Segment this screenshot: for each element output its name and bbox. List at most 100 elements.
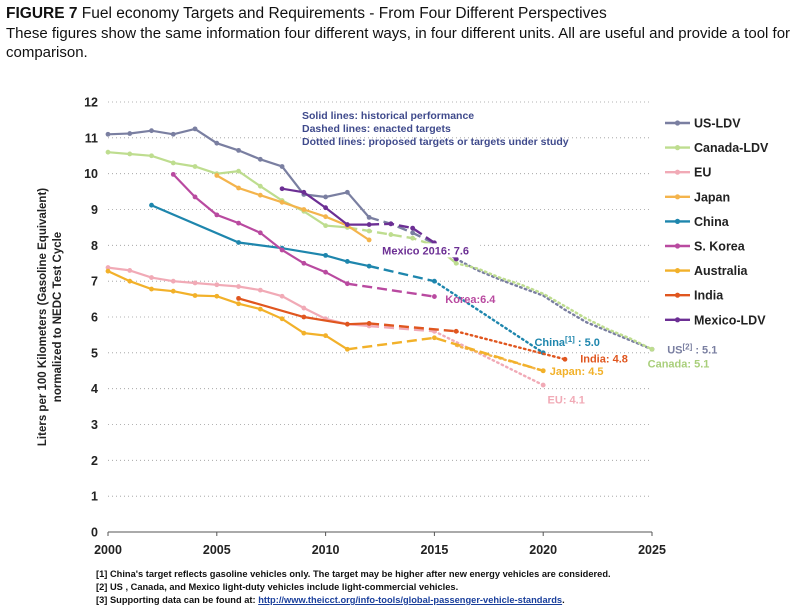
data-point [214,212,220,218]
x-tick-label: 2010 [312,543,340,557]
data-point [410,235,416,241]
data-point [279,199,285,205]
data-point [301,314,307,320]
data-point [192,164,198,169]
series-target-line [347,336,544,372]
data-point [149,275,154,280]
data-point [279,186,285,192]
y-tick-label: 1 [91,490,98,504]
x-tick-label: 2015 [420,543,448,557]
y-tick-label: 10 [84,167,98,181]
data-point [170,278,176,284]
y-tick-label: 11 [85,131,98,145]
y-axis-label: Liters per 100 Kilometers (Gasoline Equi… [37,188,49,446]
annotation-label: India: 4.8 [580,354,628,366]
series-proposed-line [455,262,654,351]
y-tick-label: 2 [91,454,98,468]
annotation-label: Mexico 2016: 7.6 [382,245,469,257]
data-point [257,192,263,198]
data-point [257,156,263,162]
legend-marker [674,145,681,151]
data-point [127,278,133,284]
data-point [388,221,394,227]
data-point [323,269,328,275]
legend-label: Australia [694,264,749,278]
data-point [366,222,372,227]
data-point [105,131,111,137]
data-point [149,153,154,159]
data-point [323,333,328,339]
data-point [540,368,546,374]
data-point [127,151,133,157]
legend-label: Mexico-LDV [694,313,766,327]
legend-marker [674,120,681,126]
data-point [149,202,154,208]
figure-title: FIGURE 7 Fuel economy Targets and Requir… [6,4,796,23]
series-historical-line [107,151,348,229]
series-australia [105,268,546,374]
data-point [257,230,263,236]
y-tick-label: 7 [91,275,98,289]
line-style-key-text: Dashed lines: enacted targets [302,123,451,135]
data-point [105,265,111,270]
data-point [279,164,285,169]
data-point [323,214,328,220]
series-proposed-line [455,257,654,351]
y-tick-label: 5 [91,346,98,360]
data-point [453,328,459,334]
figure-caption: These figures show the same information … [6,25,791,61]
figure-label: FIGURE 7 [6,5,78,22]
data-point [366,263,372,269]
data-point [366,237,372,243]
data-point [192,280,198,286]
data-point [279,316,285,322]
annotation-label: Korea:6.4 [445,294,496,306]
supporting-data-link[interactable]: http://www.theicct.org/info-tools/global… [258,595,563,605]
data-point [301,189,307,195]
data-point [410,230,416,236]
data-point [105,268,111,274]
data-point [170,131,176,137]
data-point [323,223,328,229]
data-point [170,160,176,166]
data-point [279,247,285,253]
legend-marker [674,169,681,175]
data-point [432,294,437,299]
y-tick-label: 3 [91,418,98,432]
data-point [236,220,241,226]
footnote-2: [2] US , Canada, and Mexico light-duty v… [96,582,459,592]
legend-label: China [694,215,730,229]
data-point [301,330,307,336]
legend-label: EU [694,166,711,180]
data-point [301,305,307,311]
data-point [453,260,459,266]
series-eu [105,265,546,388]
series-target-line [368,264,435,283]
series-target-line [369,324,435,333]
data-point [170,171,176,177]
x-tick-label: 2000 [94,543,122,557]
annotation-label: EU: 4.1 [548,394,585,406]
y-tick-label: 12 [84,96,98,110]
data-point [410,225,416,231]
data-point [236,168,241,174]
data-point [149,128,154,134]
data-point [127,131,133,136]
series-japan [214,173,546,374]
data-point [323,205,328,211]
annotation-label: Japan: 4.5 [550,366,604,378]
legend-marker [674,218,681,224]
data-point [214,293,220,299]
series-china [149,202,546,356]
data-point [432,335,437,341]
data-point [127,268,133,273]
series-india [236,295,568,362]
legend-label: India [694,289,724,303]
data-point [301,207,307,212]
data-point [366,321,372,326]
data-point [236,240,241,245]
legend-marker [674,292,681,298]
y-axis-label: normalized to NEDC Test Cycle [52,232,64,402]
data-point [257,306,263,312]
